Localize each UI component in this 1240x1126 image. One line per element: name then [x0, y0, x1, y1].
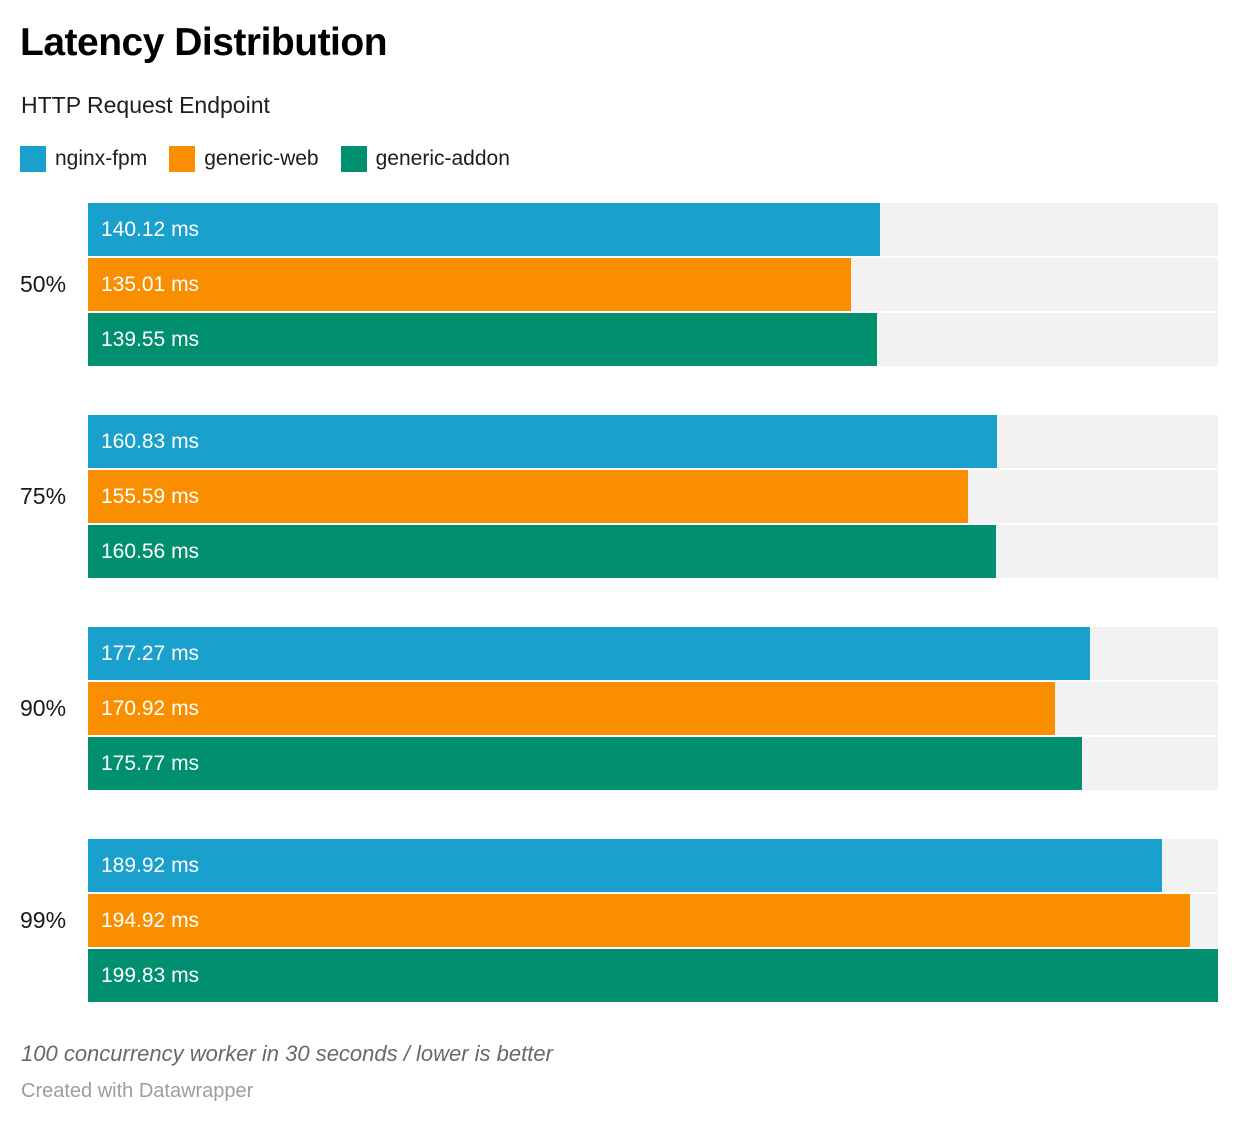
legend-item-generic-web: generic-web: [169, 146, 319, 172]
legend-item-generic-addon: generic-addon: [340, 146, 510, 172]
legend-swatch-icon: [20, 146, 46, 172]
legend-item-nginx-fpm: nginx-fpm: [20, 146, 147, 172]
bar-nginx-fpm: 140.12 ms: [88, 203, 881, 256]
bar-nginx-fpm: 189.92 ms: [88, 839, 1162, 892]
datawrapper-credit-link[interactable]: Created with Datawrapper: [21, 1080, 254, 1102]
bar-group: 90% 177.27 ms 170.92 ms 175.77 ms: [20, 627, 1218, 790]
legend-swatch-icon: [169, 146, 196, 172]
bar-nginx-fpm: 160.83 ms: [88, 415, 998, 468]
bar-generic-web: 155.59 ms: [88, 470, 968, 523]
bar-track: 160.83 ms: [88, 415, 1218, 468]
bar-value-label: 155.59 ms: [101, 484, 200, 508]
bar-value-label: 194.92 ms: [101, 908, 200, 932]
bar-track: 177.27 ms: [88, 627, 1218, 680]
bar-group: 99% 189.92 ms 194.92 ms 199.83 ms: [20, 839, 1218, 1002]
bar-value-label: 177.27 ms: [101, 641, 200, 665]
bar-generic-web: 194.92 ms: [88, 894, 1191, 947]
bar-generic-addon: 160.56 ms: [88, 525, 996, 578]
bar-chart: 50% 140.12 ms 135.01 ms 139.55 ms 75% 160.83 …: [20, 203, 1218, 1002]
bar-value-label: 199.83 ms: [101, 963, 200, 987]
category-label: 90%: [20, 695, 67, 721]
legend: nginx-fpm generic-web generic-addon: [20, 146, 532, 172]
bar-track: 175.77 ms: [88, 737, 1218, 790]
bar-generic-addon: 175.77 ms: [88, 737, 1082, 790]
bar-generic-web: 135.01 ms: [88, 258, 852, 311]
bar-value-label: 139.55 ms: [101, 327, 200, 351]
bar-track: 135.01 ms: [88, 258, 1218, 311]
bar-generic-addon: 199.83 ms: [88, 949, 1218, 1002]
bar-value-label: 160.83 ms: [101, 429, 200, 453]
footnote: 100 concurrency worker in 30 seconds / l…: [21, 1041, 553, 1066]
bar-value-label: 170.92 ms: [101, 696, 200, 720]
bar-value-label: 140.12 ms: [101, 217, 200, 241]
bar-rows: 189.92 ms 194.92 ms 199.83 ms: [88, 839, 1218, 1002]
category-label: 99%: [20, 907, 67, 933]
category-label: 50%: [20, 271, 67, 297]
bar-group: 75% 160.83 ms 155.59 ms 160.56 ms: [20, 415, 1218, 578]
bar-value-label: 189.92 ms: [101, 853, 200, 877]
bar-value-label: 160.56 ms: [101, 539, 200, 563]
bar-rows: 140.12 ms 135.01 ms 139.55 ms: [88, 203, 1218, 366]
legend-swatch-icon: [340, 146, 367, 172]
chart-title: Latency Distribution: [20, 21, 388, 64]
bar-track: 194.92 ms: [88, 894, 1218, 947]
bar-generic-addon: 139.55 ms: [88, 313, 878, 366]
legend-label: generic-web: [204, 147, 319, 170]
bar-generic-web: 170.92 ms: [88, 682, 1055, 735]
bar-rows: 177.27 ms 170.92 ms 175.77 ms: [88, 627, 1218, 790]
bar-track: 155.59 ms: [88, 470, 1218, 523]
bar-track: 139.55 ms: [88, 313, 1218, 366]
bar-track: 170.92 ms: [88, 682, 1218, 735]
category-label: 75%: [20, 483, 67, 509]
bar-track: 160.56 ms: [88, 525, 1218, 578]
bar-rows: 160.83 ms 155.59 ms 160.56 ms: [88, 415, 1218, 578]
bar-group: 50% 140.12 ms 135.01 ms 139.55 ms: [20, 203, 1218, 366]
chart-subtitle: HTTP Request Endpoint: [21, 92, 270, 118]
bar-track: 189.92 ms: [88, 839, 1218, 892]
bar-nginx-fpm: 177.27 ms: [88, 627, 1091, 680]
bar-track: 199.83 ms: [88, 949, 1218, 1002]
legend-label: generic-addon: [375, 147, 510, 170]
bar-value-label: 135.01 ms: [101, 272, 200, 296]
bar-value-label: 175.77 ms: [101, 751, 200, 775]
legend-label: nginx-fpm: [55, 147, 148, 170]
bar-track: 140.12 ms: [88, 203, 1218, 256]
